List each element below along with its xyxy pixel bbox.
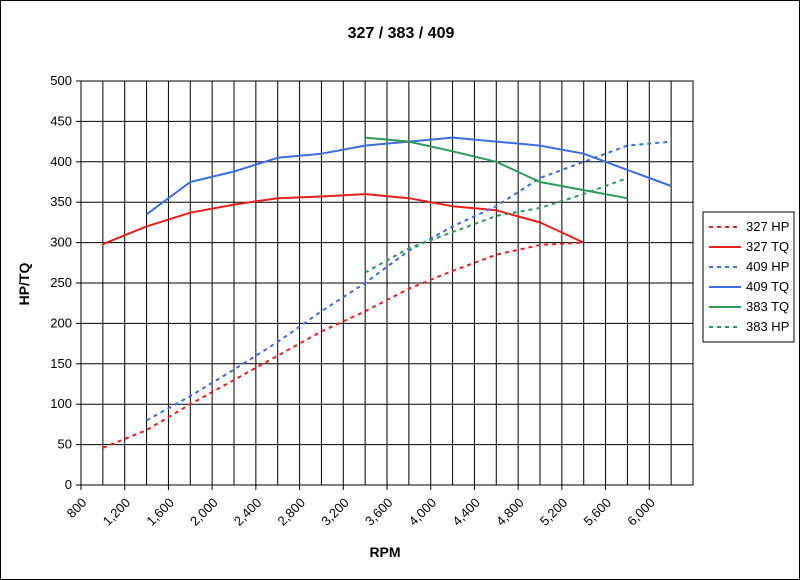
x-tick-label: 800 [64,495,90,521]
x-tick-label: 2,400 [231,495,265,529]
series-line-409-hp [146,140,672,422]
legend-box [702,211,795,343]
y-tick-label: 200 [50,315,72,330]
series-line-327-hp [102,241,584,449]
legend-label: 409 HP [746,259,789,274]
y-tick-label: 500 [50,73,72,88]
legend: 327 HP 327 TQ 409 HP 409 TQ 383 TQ 383 HP [702,211,795,343]
x-tick-label: 4,800 [493,495,527,529]
y-tick-label: 450 [50,113,72,128]
legend-label: 383 TQ [746,299,789,314]
series-line-383-hp [364,177,628,274]
legend-label: 327 HP [746,219,789,234]
x-tick-label: 5,200 [537,495,571,529]
series-lines [102,136,672,449]
y-tick-label: 50 [58,437,72,452]
y-tick-label: 150 [50,356,72,371]
y-axis-ticks: 0 50 100 150 200 250 300 350 400 450 500 [50,73,81,492]
y-tick-label: 300 [50,235,72,250]
legend-label: 409 TQ [746,279,789,294]
x-tick-label: 4,400 [449,495,483,529]
grid-lines [81,81,693,485]
y-tick-label: 0 [65,477,72,492]
x-tick-label: 2,000 [187,495,221,529]
x-tick-label: 2,800 [275,495,309,529]
y-tick-label: 350 [50,194,72,209]
x-tick-label: 1,200 [100,495,134,529]
legend-label: 383 HP [746,319,789,334]
x-axis-ticks: 800 1,200 1,600 2,000 2,400 2,800 3,200 3,600 4,… [64,485,658,529]
x-tick-label: 5,600 [581,495,615,529]
chart-title: 327 / 383 / 409 [348,25,455,42]
y-axis-title: HP/TQ [16,263,32,306]
y-tick-label: 100 [50,396,72,411]
legend-label: 327 TQ [746,239,789,254]
x-tick-label: 6,000 [624,495,658,529]
x-tick-label: 4,000 [406,495,440,529]
x-tick-label: 3,200 [318,495,352,529]
series-line-383-tq [365,136,628,200]
series-line-327-tq [102,193,585,246]
x-axis-title: RPM [369,544,400,560]
x-tick-label: 3,600 [362,495,396,529]
x-tick-label: 1,600 [143,495,177,529]
y-tick-label: 250 [50,275,72,290]
y-tick-label: 400 [50,154,72,169]
